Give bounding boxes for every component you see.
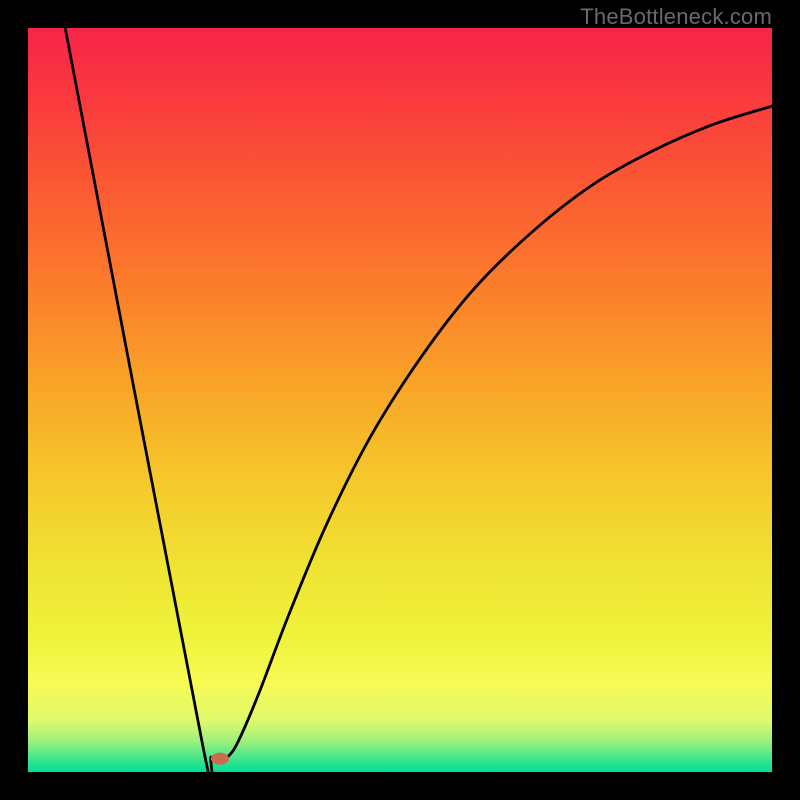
watermark-label: TheBottleneck.com bbox=[580, 4, 772, 30]
optimum-marker bbox=[211, 753, 229, 765]
chart-frame: TheBottleneck.com bbox=[0, 0, 800, 800]
chart-svg bbox=[0, 0, 800, 800]
plot-gradient-area bbox=[28, 28, 772, 772]
